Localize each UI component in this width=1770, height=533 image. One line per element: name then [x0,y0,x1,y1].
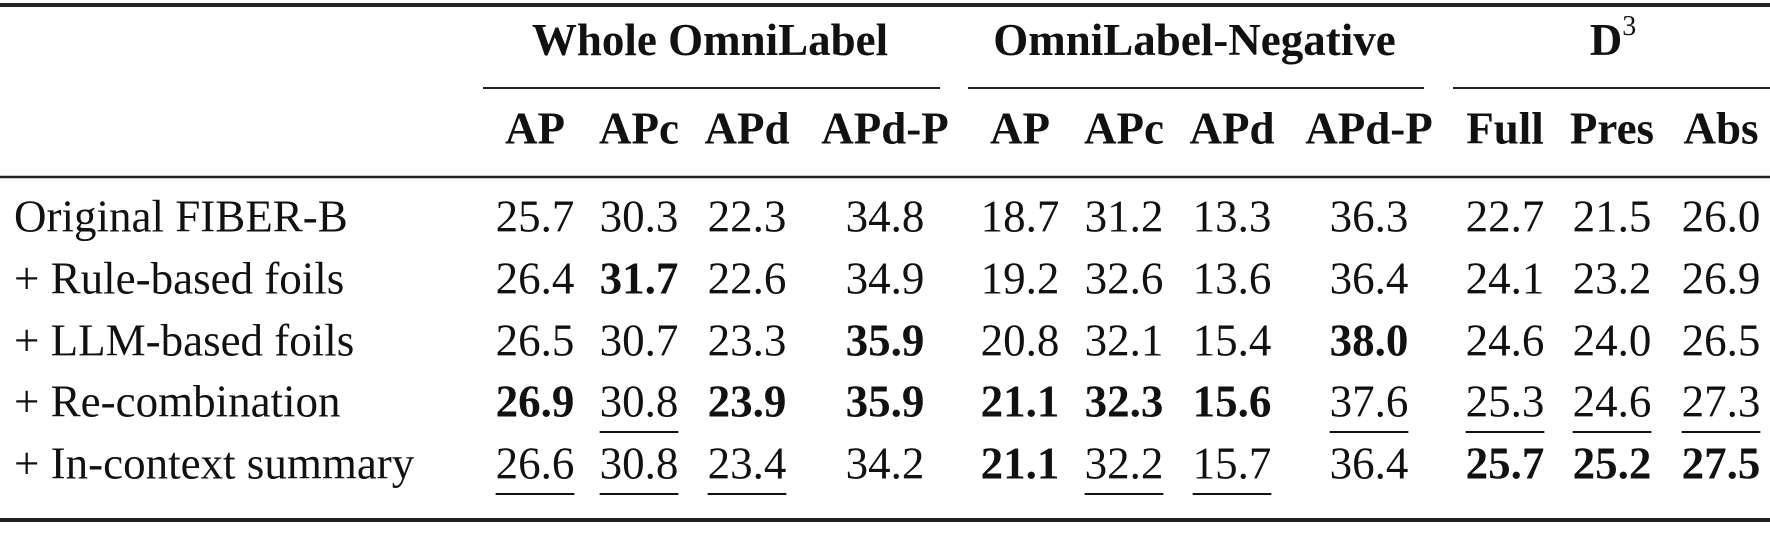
column-header: APd [704,103,789,153]
group-superscript: 3 [1622,11,1636,42]
cell: 35.9 [846,376,925,426]
group-label: Whole OmniLabel [532,15,888,65]
cell: 31.2 [1085,191,1164,241]
cell: 27.5 [1682,438,1761,488]
row-label: + LLM-based foils [14,315,354,365]
cell: 26.9 [496,376,575,426]
column-header: Abs [1683,103,1758,153]
row-label: + In-context summary [14,438,415,488]
cell: 26.5 [496,315,575,365]
cell: 25.7 [496,191,575,241]
group-header: OmniLabel-Negative [993,15,1395,65]
cell: 21.5 [1573,191,1652,241]
cell: 32.2 [1085,438,1164,488]
column-header: APc [599,103,679,153]
cell: 22.3 [708,191,787,241]
cell: 22.7 [1466,191,1545,241]
cell: 23.4 [708,438,787,488]
cell: 23.9 [708,376,787,426]
cell: 36.3 [1330,191,1409,241]
cell: 32.1 [1085,315,1164,365]
group-header: Whole OmniLabel [532,15,888,65]
column-header: APd [1189,103,1274,153]
cell: 36.4 [1330,253,1409,303]
cell: 35.9 [846,315,925,365]
cell: 32.6 [1085,253,1164,303]
cell: 13.6 [1193,253,1272,303]
cell: 37.6 [1330,376,1409,426]
cell: 25.3 [1466,376,1545,426]
cell: 30.3 [600,191,679,241]
group-label: OmniLabel-Negative [993,15,1395,65]
cell: 30.8 [600,376,679,426]
cell: 38.0 [1330,315,1409,365]
cell: 25.2 [1573,438,1652,488]
cell: 26.0 [1682,191,1761,241]
cell: 30.7 [600,315,679,365]
cell: 31.7 [600,253,679,303]
cell: 15.6 [1193,376,1272,426]
cell: 25.7 [1466,438,1545,488]
cell: 34.8 [846,191,925,241]
row-label: + Rule-based foils [14,253,344,303]
cell: 24.6 [1466,315,1545,365]
cell: 23.3 [708,315,787,365]
cell: 13.3 [1193,191,1272,241]
cell: 21.1 [981,376,1060,426]
cell: 26.4 [496,253,575,303]
column-header: APd-P [1305,103,1433,153]
cell: 15.4 [1193,315,1272,365]
cell: 23.2 [1573,253,1652,303]
cell: 24.0 [1573,315,1652,365]
group-label: D [1590,15,1623,65]
column-header: AP [990,103,1050,153]
cell: 26.9 [1682,253,1761,303]
cell: 21.1 [981,438,1060,488]
cell: 20.8 [981,315,1060,365]
cell: 26.6 [496,438,575,488]
cell: 34.9 [846,253,925,303]
column-header: APc [1084,103,1164,153]
cell: 18.7 [981,191,1060,241]
cell: 32.3 [1085,376,1164,426]
cell: 26.5 [1682,315,1761,365]
cell: 36.4 [1330,438,1409,488]
cell: 30.8 [600,438,679,488]
cell: 19.2 [981,253,1060,303]
row-label: + Re-combination [14,376,341,426]
column-header: AP [505,103,565,153]
column-header: Full [1466,103,1544,153]
cell: 15.7 [1193,438,1272,488]
column-header: Pres [1570,103,1654,153]
cell: 24.1 [1466,253,1545,303]
cell: 27.3 [1682,376,1761,426]
group-header: D3 [1590,11,1637,65]
cell: 34.2 [846,438,925,488]
cell: 24.6 [1573,376,1652,426]
cell: 22.6 [708,253,787,303]
column-header: APd-P [821,103,949,153]
row-label: Original FIBER-B [14,191,348,241]
